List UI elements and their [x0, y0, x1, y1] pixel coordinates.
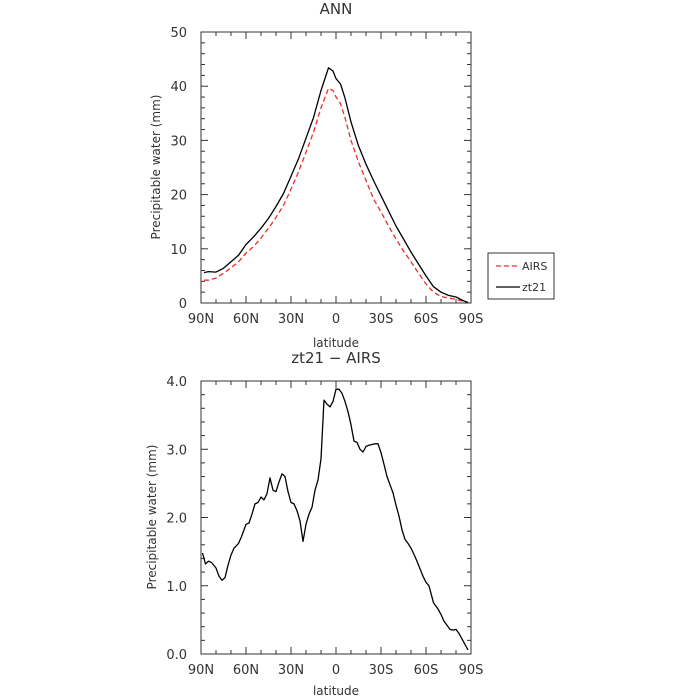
- x-tick-label: 90S: [459, 663, 484, 678]
- plot-frame: [200, 31, 472, 304]
- y-tick-label: 50: [170, 26, 187, 41]
- legend-label-zt21: zt21: [522, 281, 546, 294]
- y-tick-label: 4.0: [166, 375, 187, 390]
- chart-title: zt21 − AIRS: [291, 349, 381, 367]
- y-tick-label: 0.0: [166, 648, 187, 663]
- x-tick-label: 60N: [233, 312, 259, 327]
- x-axis-label: latitude: [313, 684, 359, 698]
- y-tick-label: 2.0: [166, 512, 187, 527]
- y-tick-label: 3.0: [166, 443, 187, 458]
- x-tick-label: 30N: [278, 312, 304, 327]
- y-tick-label: 30: [170, 134, 187, 149]
- y-tick-label: 40: [170, 80, 187, 95]
- x-tick-label: 60N: [233, 663, 259, 678]
- y-tick-label: 0: [179, 297, 187, 312]
- x-tick-label: 60S: [414, 312, 439, 327]
- x-tick-label: 0: [332, 312, 340, 327]
- y-tick-label: 1.0: [166, 580, 187, 595]
- x-tick-label: 30N: [278, 663, 304, 678]
- y-tick-label: 20: [170, 189, 187, 204]
- panel-ann: ANN latitude Precipitable water (mm) AIR…: [149, 0, 555, 350]
- y-axis-label: Precipitable water (mm): [145, 445, 159, 590]
- legend: AIRS zt21: [487, 252, 555, 300]
- y-tick-label: 10: [170, 243, 187, 258]
- x-axis-label: latitude: [313, 336, 359, 350]
- series-line-airs: [204, 87, 469, 304]
- x-tick-label: 0: [332, 663, 340, 678]
- x-tick-label: 90N: [188, 312, 214, 327]
- x-tick-label: 30S: [369, 312, 394, 327]
- legend-label-airs: AIRS: [522, 260, 547, 273]
- series-line-zt21: [203, 67, 469, 304]
- plot-frame: [200, 380, 472, 655]
- y-axis-label: Precipitable water (mm): [149, 95, 163, 240]
- x-tick-label: 30S: [369, 663, 394, 678]
- x-tick-label: 90N: [188, 663, 214, 678]
- panel-difference: zt21 − AIRS latitude Precipitable water …: [145, 349, 483, 698]
- x-tick-label: 90S: [459, 312, 484, 327]
- chart-title: ANN: [320, 0, 353, 18]
- x-tick-label: 60S: [414, 663, 439, 678]
- legend-box: [487, 252, 555, 300]
- series-line-difference: [201, 388, 469, 651]
